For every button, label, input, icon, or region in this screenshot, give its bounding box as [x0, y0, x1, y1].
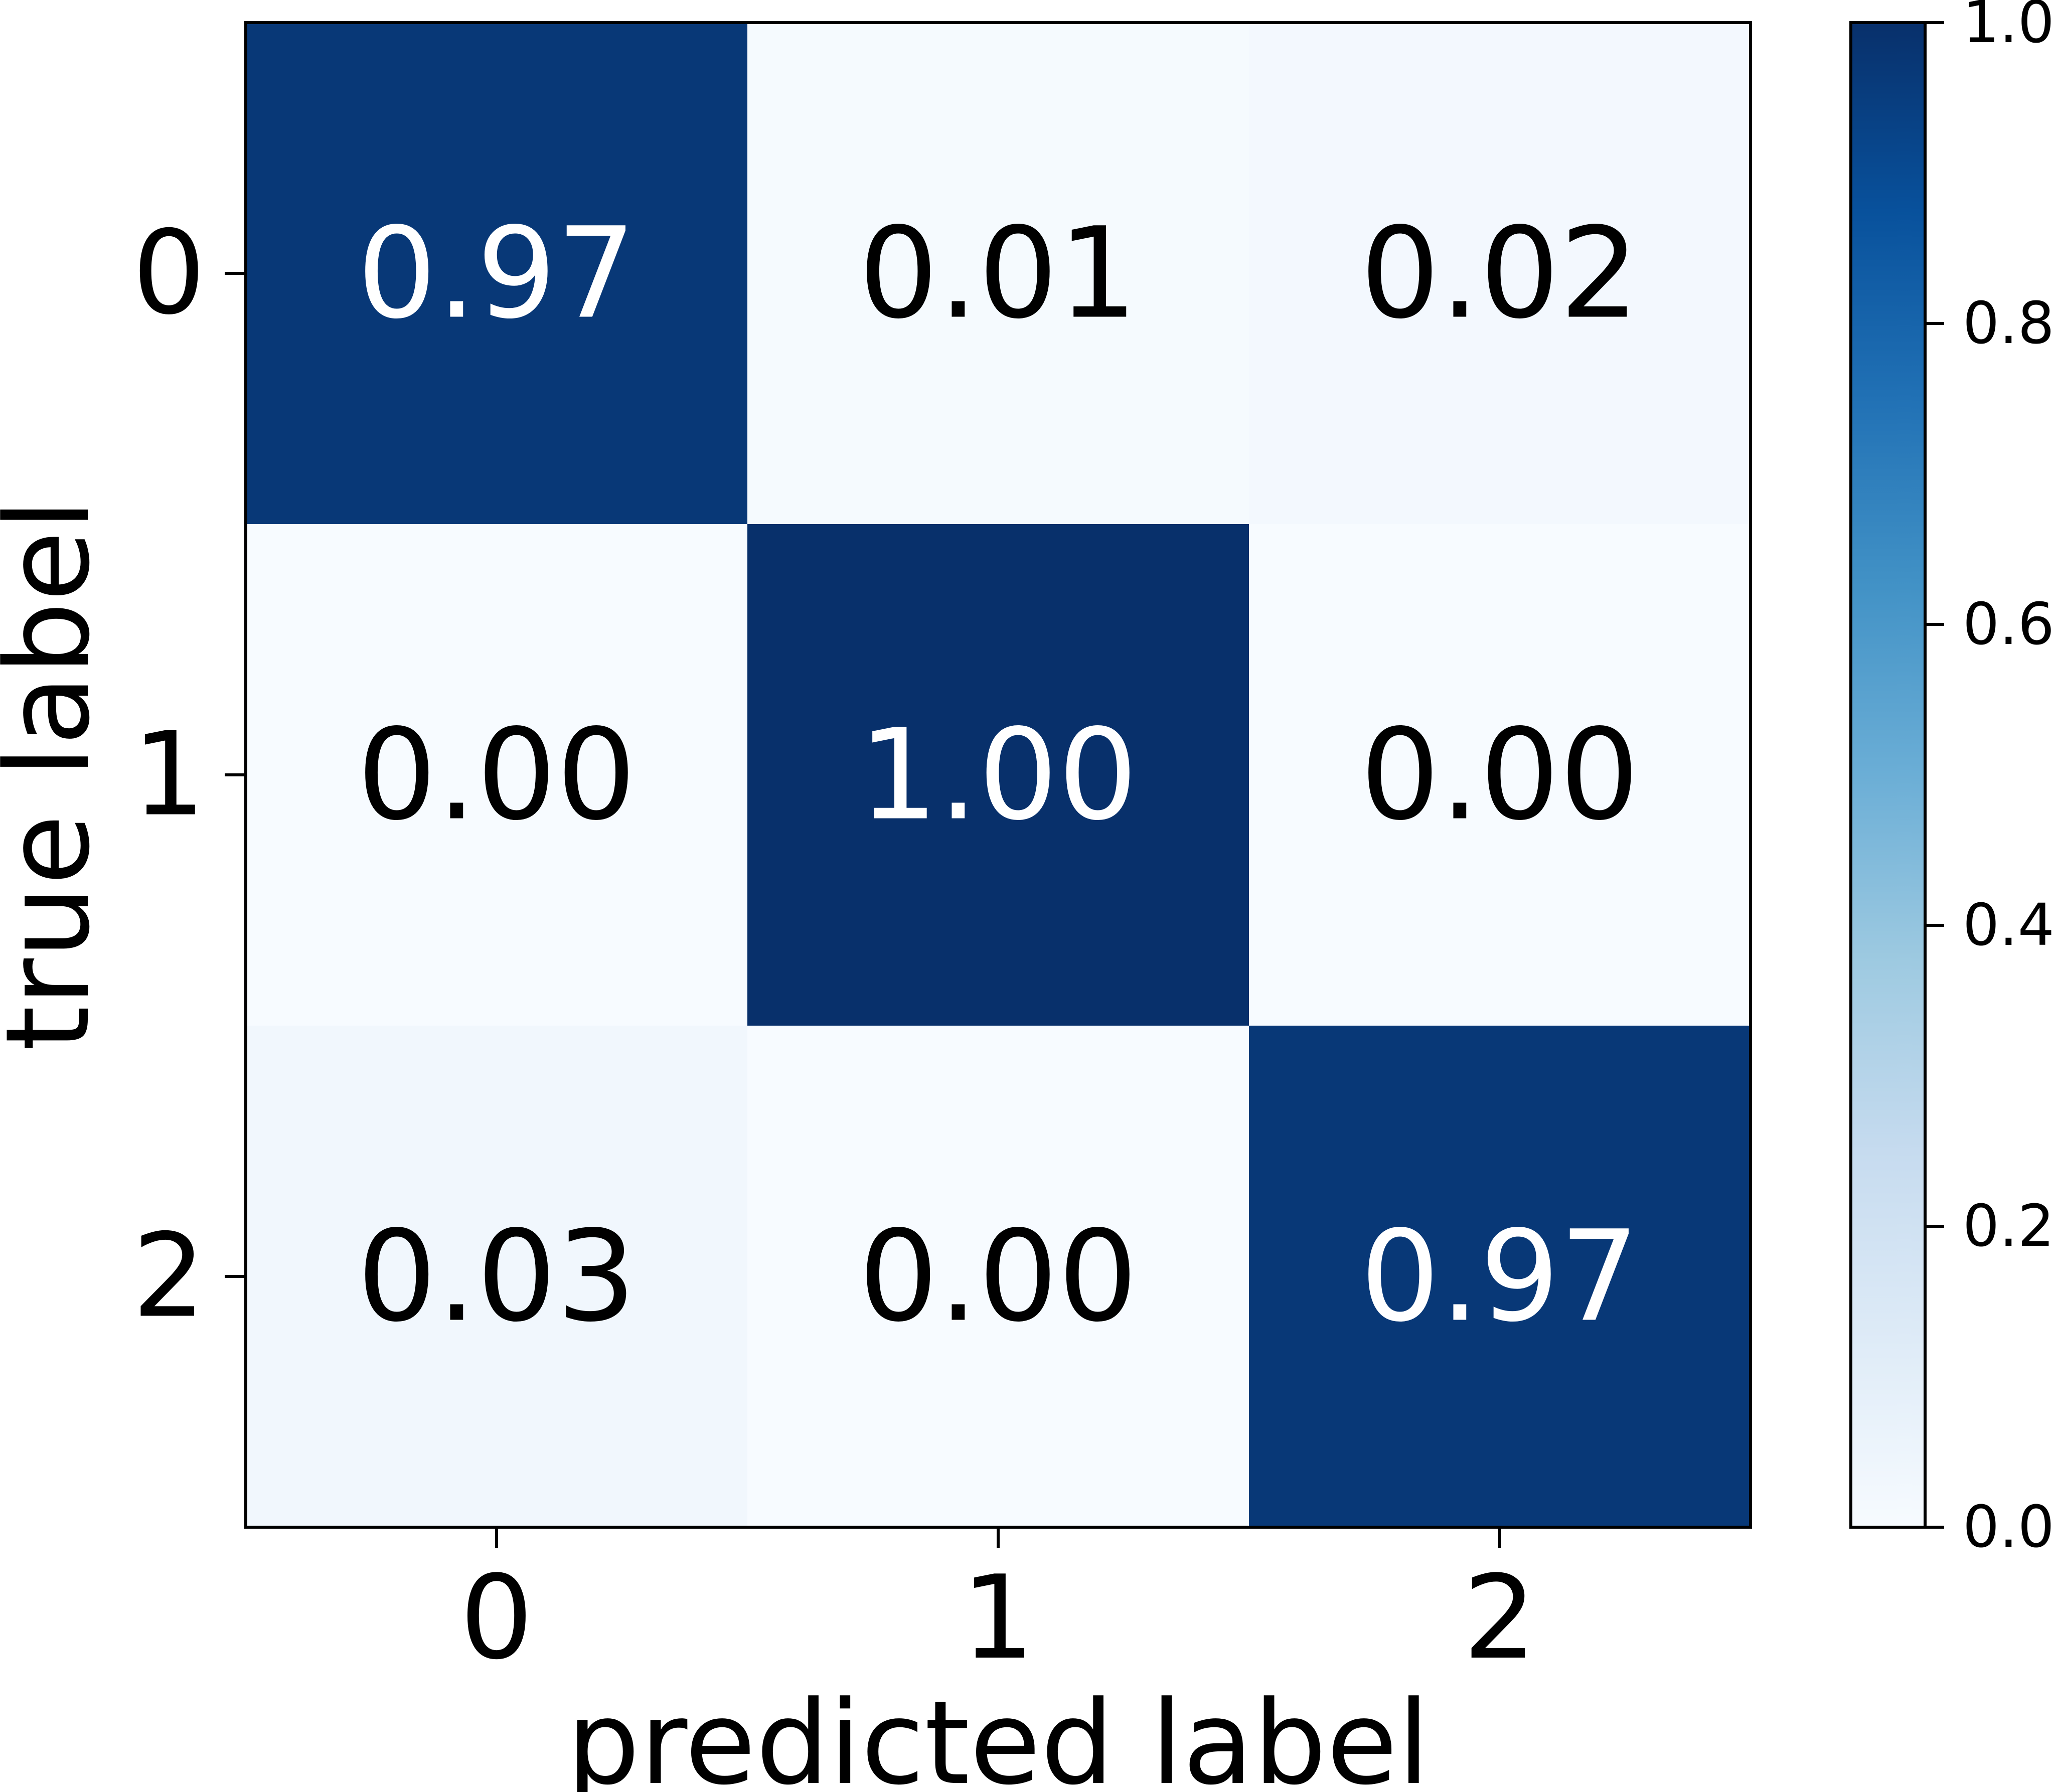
- x-axis-label: predicted label: [567, 1677, 1430, 1792]
- cell-value-label: 0.00: [859, 1204, 1138, 1350]
- y-tick-label: 2: [132, 1210, 206, 1344]
- heatmap-cell: [1249, 1026, 1751, 1528]
- cell-value-label: 0.00: [1360, 702, 1640, 848]
- colorbar-tick-label: 0.6: [1963, 591, 2054, 658]
- heatmap-cell: [747, 524, 1249, 1026]
- x-tick-label: 0: [460, 1551, 533, 1685]
- heatmap-cell: [1249, 23, 1751, 525]
- colorbar-tick-label: 0.8: [1963, 290, 2054, 357]
- colorbar-tick-label: 1.0: [1963, 0, 2054, 56]
- y-axis-label: true label: [0, 499, 115, 1051]
- cell-value-label: 0.97: [357, 201, 637, 347]
- colorbar: [1851, 23, 1925, 1527]
- heatmap-cell: [1249, 524, 1751, 1026]
- x-tick-label: 2: [1463, 1551, 1536, 1685]
- colorbar-tick-label: 0.2: [1963, 1193, 2054, 1260]
- heatmap-cell: [747, 1026, 1249, 1528]
- y-tick-label: 0: [132, 207, 206, 341]
- colorbar-tick-label: 0.0: [1963, 1494, 2054, 1561]
- colorbar-ticks: 0.0 0.2 0.4 0.6 0.8 1.0: [1925, 0, 2054, 1561]
- cell-value-label: 0.02: [1360, 201, 1640, 347]
- x-tick-label: 1: [962, 1551, 1035, 1685]
- y-axis-ticks: 0 1 2: [132, 207, 246, 1344]
- heatmap-cell: [246, 1026, 748, 1528]
- cell-value-label: 0.97: [1360, 1204, 1640, 1350]
- heatmap-cell: [747, 23, 1249, 525]
- heatmap-cells: [246, 23, 1751, 1528]
- heatmap-cell: [246, 524, 748, 1026]
- cell-value-labels: 0.97 0.01 0.02 0.00 1.00 0.00 0.03 0.00 0.97: [357, 201, 1640, 1350]
- x-axis-ticks: 0 1 2: [460, 1527, 1536, 1685]
- heatmap-cell: [246, 23, 748, 525]
- cell-value-label: 0.03: [357, 1204, 637, 1350]
- cell-value-label: 0.00: [357, 702, 637, 848]
- colorbar-tick-label: 0.4: [1963, 892, 2054, 959]
- cell-value-label: 1.00: [859, 702, 1138, 848]
- y-tick-label: 1: [132, 708, 206, 842]
- cell-value-label: 0.01: [859, 201, 1138, 347]
- colorbar-frame: [1849, 21, 1927, 1529]
